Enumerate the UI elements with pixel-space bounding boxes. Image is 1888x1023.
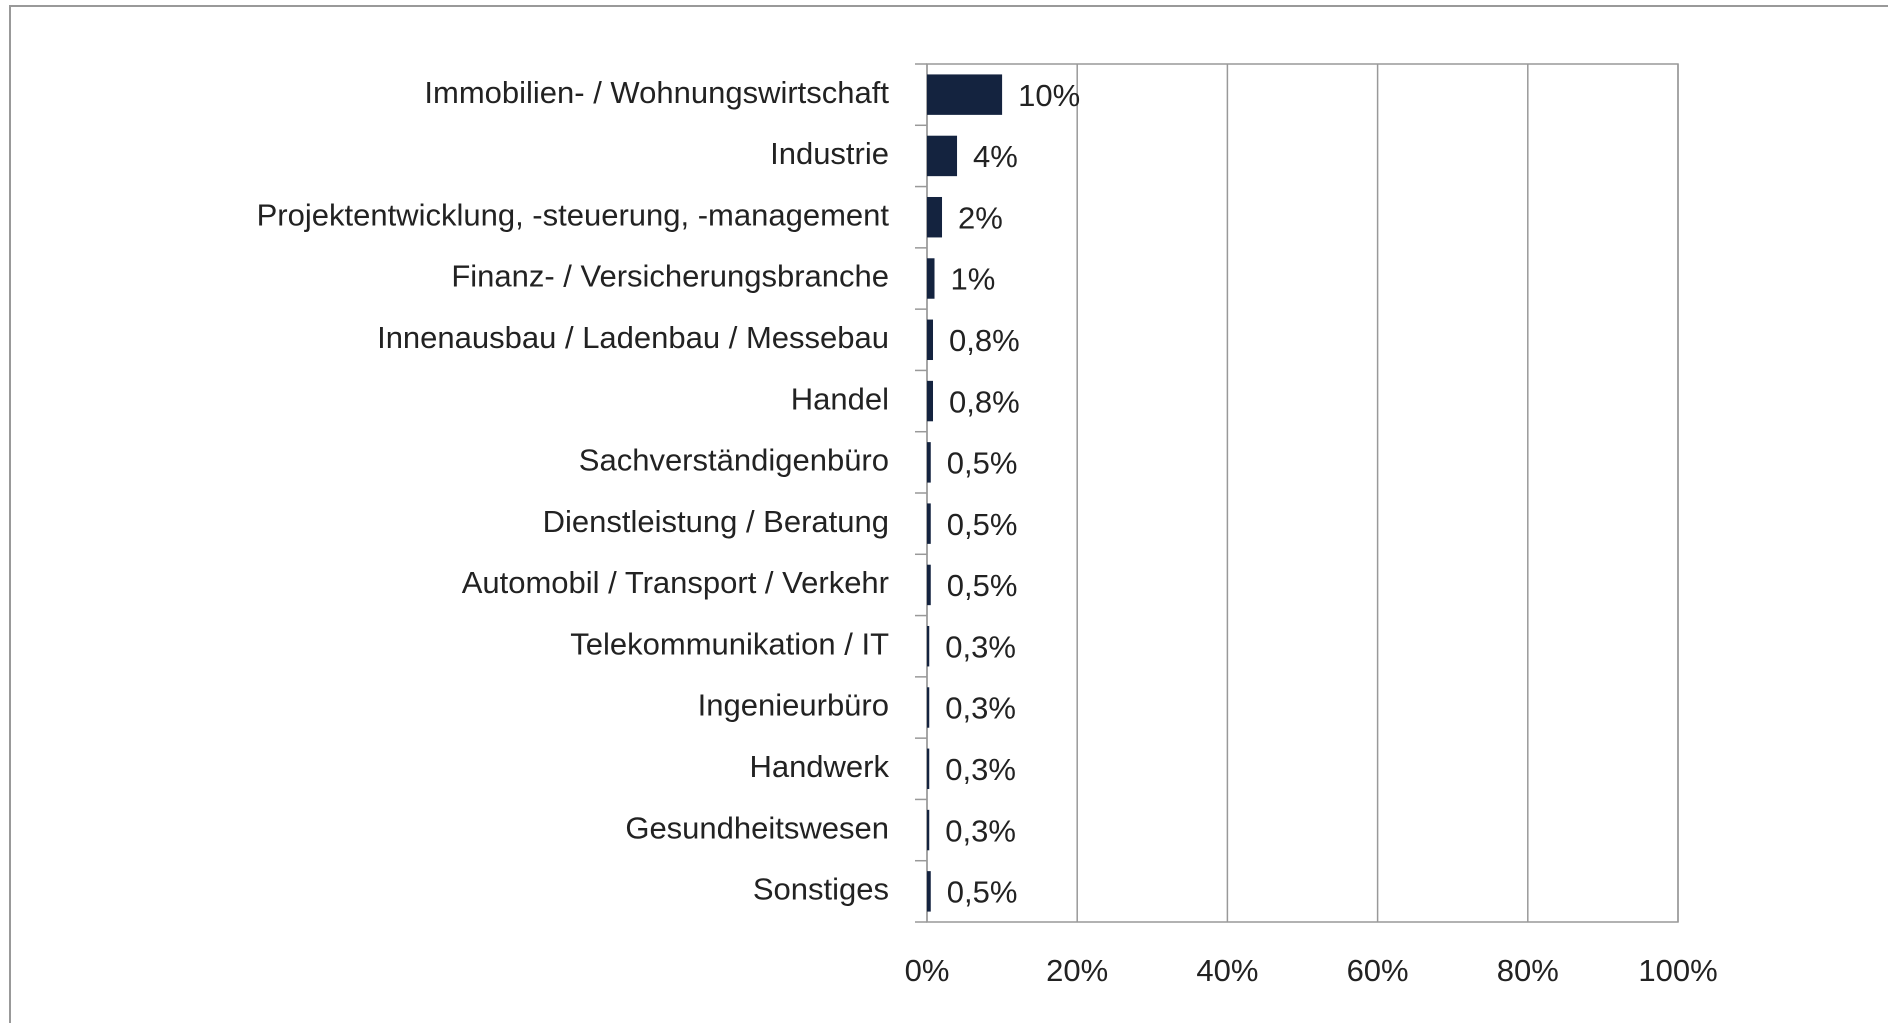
x-tick-label: 60% [1347, 953, 1409, 988]
y-tick-label: Gesundheitswesen [625, 810, 889, 845]
bar [927, 564, 931, 606]
bar [927, 74, 1003, 115]
y-tick-label: Telekommunikation / IT [570, 626, 889, 661]
y-tick-label: Handwerk [749, 749, 889, 784]
y-tick-label: Handel [791, 381, 889, 416]
value-label: 0,8% [949, 384, 1020, 419]
value-label: 0,5% [947, 568, 1018, 603]
value-label: 1% [951, 262, 996, 297]
x-tick-label: 40% [1196, 953, 1258, 988]
value-label: 4% [973, 139, 1018, 174]
value-label: 0,3% [945, 629, 1016, 664]
value-label: 2% [958, 200, 1003, 235]
value-label: 0,3% [945, 752, 1016, 787]
value-label: 0,5% [947, 875, 1018, 910]
bar [927, 748, 930, 790]
chart-frame [9, 5, 1888, 1023]
bar [927, 871, 931, 912]
value-label: 0,5% [947, 446, 1018, 481]
bar [927, 442, 931, 483]
y-tick-label: Sonstiges [753, 872, 889, 907]
value-label: 0,3% [945, 813, 1016, 848]
y-tick-label: Sachverständigenbüro [579, 443, 889, 478]
bar [927, 380, 934, 422]
x-tick-label: 20% [1046, 953, 1108, 988]
plot-border [926, 63, 1679, 923]
x-tick-label: 100% [1638, 953, 1717, 988]
bar [927, 258, 935, 299]
value-label: 0,3% [945, 691, 1016, 726]
y-tick-label: Projektentwicklung, -steuerung, -managem… [257, 197, 890, 232]
y-tick-label: Industrie [770, 136, 889, 171]
bar [927, 503, 931, 544]
bar [927, 196, 943, 238]
y-tick-label: Innenausbau / Ladenbau / Messebau [377, 320, 889, 355]
bar [927, 135, 958, 177]
y-tick-label: Immobilien- / Wohnungswirtschaft [424, 75, 889, 110]
y-tick-label: Ingenieurbüro [698, 688, 889, 723]
x-tick-label: 80% [1497, 953, 1559, 988]
bar [927, 687, 930, 728]
bar [927, 809, 930, 851]
y-tick-label: Finanz- / Versicherungsbranche [451, 259, 889, 294]
bar [927, 625, 930, 667]
value-label: 0,5% [947, 507, 1018, 542]
value-label: 0,8% [949, 323, 1020, 358]
x-tick-label: 0% [905, 953, 950, 988]
value-label: 10% [1018, 78, 1080, 113]
y-tick-label: Automobil / Transport / Verkehr [462, 565, 889, 600]
bar [927, 319, 934, 361]
y-tick-label: Dienstleistung / Beratung [543, 504, 889, 539]
